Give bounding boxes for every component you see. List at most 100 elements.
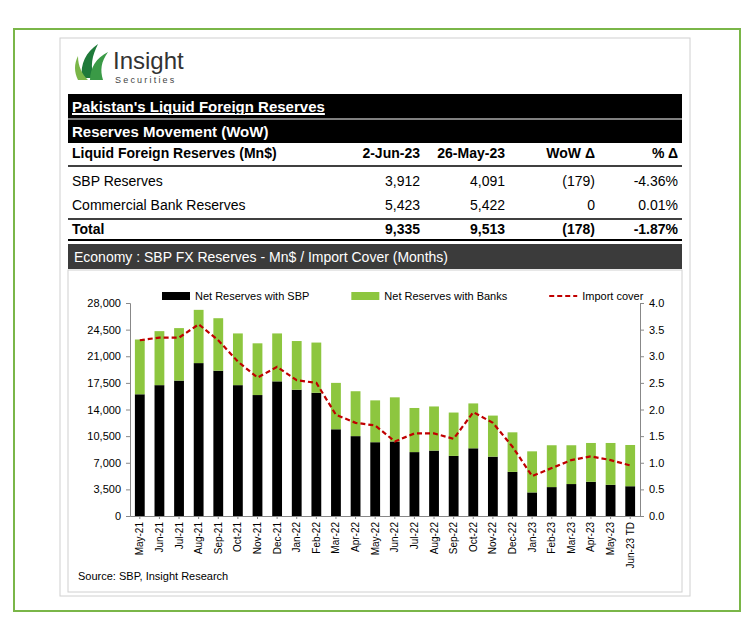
tick-label: Oct-22 xyxy=(468,522,479,552)
tick: 24,500 xyxy=(87,324,130,336)
tick: Sep-22 xyxy=(448,516,459,554)
table-column-header: % Δ xyxy=(652,145,678,161)
tick: Apr-22 xyxy=(350,516,361,552)
bar xyxy=(292,390,302,516)
tick-label: 0.0 xyxy=(649,510,664,522)
tick: Mar-23 xyxy=(566,516,577,554)
tick-label: Jul-21 xyxy=(174,522,185,550)
tick-mark xyxy=(571,516,572,519)
legend-label: Net Reserves with Banks xyxy=(384,290,507,302)
table-cell: 4,091 xyxy=(470,173,505,189)
bar xyxy=(468,403,478,448)
table-cell: 3,912 xyxy=(385,173,420,189)
tick-label: Nov-21 xyxy=(252,522,263,555)
tick-mark xyxy=(179,516,180,519)
bar xyxy=(135,394,145,516)
tick-mark xyxy=(296,516,297,519)
table-cell: (179) xyxy=(562,173,595,189)
y-axis: 03,5007,00010,50014,00017,50021,00024,50… xyxy=(87,297,130,522)
bar xyxy=(194,363,204,516)
bar xyxy=(606,485,616,516)
logo-subtext: Securities xyxy=(115,75,177,85)
tick-label: 3.0 xyxy=(649,350,664,362)
plot-marks xyxy=(135,310,635,516)
inner-frame xyxy=(60,38,690,596)
tick-mark xyxy=(532,516,533,519)
legend-label: Import cover xyxy=(582,290,643,302)
table-cell: Total xyxy=(72,221,104,237)
bar xyxy=(390,441,400,516)
table-cell: Commercial Bank Reserves xyxy=(72,197,246,213)
tick-mark xyxy=(126,410,130,411)
tick-mark xyxy=(139,516,140,519)
tick-label: May-23 xyxy=(605,522,616,556)
tick-mark xyxy=(512,516,513,519)
tick: 1.0 xyxy=(640,457,664,469)
legend-item: Net Reserves with Banks xyxy=(351,290,507,302)
tick-label: Dec-22 xyxy=(507,522,518,555)
tick-mark xyxy=(640,463,644,464)
bar xyxy=(351,436,361,516)
chart-title-bar xyxy=(68,244,682,269)
tick-mark xyxy=(640,383,644,384)
tick-mark xyxy=(126,516,130,517)
tick-mark xyxy=(473,516,474,519)
tick: 28,000 xyxy=(87,297,130,309)
tick-mark xyxy=(126,383,130,384)
bar xyxy=(449,456,459,516)
tick-mark xyxy=(218,516,219,519)
axis-line xyxy=(641,304,645,517)
logo-leaf xyxy=(75,56,88,80)
tick-label: Jan-22 xyxy=(291,522,302,553)
tick-mark xyxy=(237,516,238,519)
tick-label: 3.5 xyxy=(649,324,664,336)
tick-mark xyxy=(126,330,130,331)
bar xyxy=(253,343,263,395)
tick-mark xyxy=(551,516,552,519)
table-column-header: 2-Jun-23 xyxy=(362,145,420,161)
tick-mark xyxy=(610,516,611,519)
tick: Jun-21 xyxy=(154,516,165,553)
tick-label: 28,000 xyxy=(87,297,121,309)
chart-frame xyxy=(68,270,682,592)
tick-mark xyxy=(126,436,130,437)
bar xyxy=(586,443,596,482)
tick: 3.0 xyxy=(640,350,664,362)
table-cell: 5,423 xyxy=(385,197,420,213)
tick: Jan-23 xyxy=(527,516,538,553)
tick-mark xyxy=(375,516,376,519)
tick: Jul-22 xyxy=(409,516,420,549)
bar xyxy=(213,318,223,370)
tick-label: 1.0 xyxy=(649,457,664,469)
tick-label: Aug-22 xyxy=(429,522,440,555)
tick: 2.0 xyxy=(640,404,664,416)
tick-mark xyxy=(414,516,415,519)
tick-mark xyxy=(126,303,130,304)
tick-label: 0 xyxy=(115,510,121,522)
table-cell: SBP Reserves xyxy=(72,173,163,189)
tick: Oct-21 xyxy=(232,516,243,552)
tick: Sep-21 xyxy=(213,516,224,554)
tick-mark xyxy=(126,489,130,490)
tick: Jun-23 TD xyxy=(625,516,636,569)
tick-label: Apr-22 xyxy=(350,522,361,552)
tick-mark xyxy=(630,516,631,519)
tick: Apr-23 xyxy=(585,516,596,552)
chart: Economy : SBP FX Reserves - Mn$ / Import… xyxy=(68,244,682,592)
tick: Jul-21 xyxy=(174,516,185,549)
table-subtitle: Reserves Movement (WoW) xyxy=(72,123,268,140)
x-axis: May-21Jun-21Jul-21Aug-21Sep-21Oct-21Nov-… xyxy=(131,516,641,569)
tick: 14,000 xyxy=(87,404,130,416)
tick-label: Mar-23 xyxy=(566,522,577,554)
tick: 3.5 xyxy=(640,324,664,336)
tick-mark xyxy=(257,516,258,519)
tick-mark xyxy=(316,516,317,519)
tick-label: May-21 xyxy=(134,522,145,556)
chart-title: Economy : SBP FX Reserves - Mn$ / Import… xyxy=(74,249,448,265)
tick-label: 4.0 xyxy=(649,297,664,309)
bar xyxy=(311,393,321,516)
tick: 3,500 xyxy=(93,483,130,495)
axis-line xyxy=(131,516,641,517)
tick-mark xyxy=(434,516,435,519)
table-cell: -4.36% xyxy=(634,173,678,189)
